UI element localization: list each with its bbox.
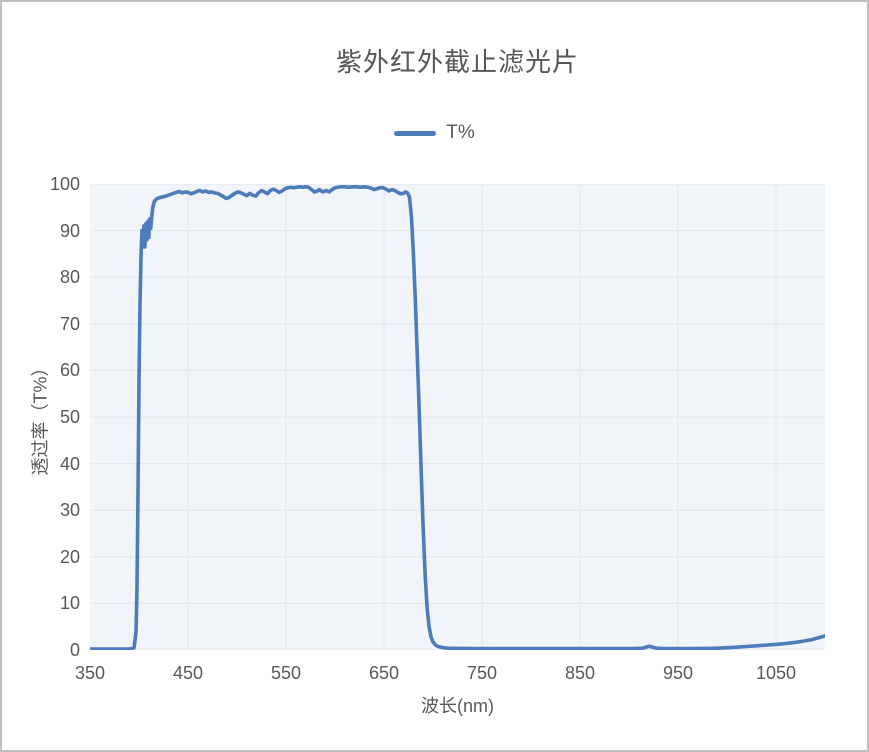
y-axis-title-text: 透过率（T%） [30, 358, 50, 476]
y-axis-title: 透过率（T%） [16, 184, 62, 650]
y-tick-label: 40 [59, 453, 80, 474]
y-tick-label: 0 [69, 640, 80, 660]
x-tick-label: 450 [172, 663, 204, 683]
legend: T% [2, 122, 867, 144]
x-tick-label: 950 [662, 663, 694, 683]
legend-line-swatch [394, 130, 437, 136]
legend-label: T% [446, 122, 475, 143]
y-tick-label: 20 [59, 546, 80, 567]
y-tick-label: 30 [59, 500, 80, 521]
y-tick-label: 70 [59, 313, 80, 334]
y-tick-label: 60 [59, 360, 80, 381]
x-tick-label: 1050 [755, 663, 797, 683]
transmittance-curve [90, 184, 825, 650]
chart-title: 紫外红外截止滤光片 [335, 47, 579, 77]
plot-svg [90, 184, 825, 650]
x-tick-label: 350 [74, 663, 106, 683]
x-axis-title: 波长(nm) [421, 696, 494, 716]
x-tick-label: 650 [368, 663, 400, 683]
y-tick-label: 90 [59, 220, 80, 241]
x-axis-tick-labels: 350 450 550 650 750 850 950 1050 [75, 662, 825, 686]
y-axis-tick-labels: 0 10 20 30 40 50 60 70 80 90 100 [32, 174, 80, 660]
y-tick-label: 80 [59, 267, 80, 288]
y-tick-label: 50 [59, 407, 80, 427]
x-tick-label: 550 [270, 663, 302, 683]
x-tick-label: 750 [466, 663, 498, 683]
x-tick-label: 850 [564, 663, 596, 683]
y-tick-label: 10 [59, 593, 80, 614]
plot-area [90, 184, 825, 650]
y-tick-label: 100 [49, 174, 80, 194]
